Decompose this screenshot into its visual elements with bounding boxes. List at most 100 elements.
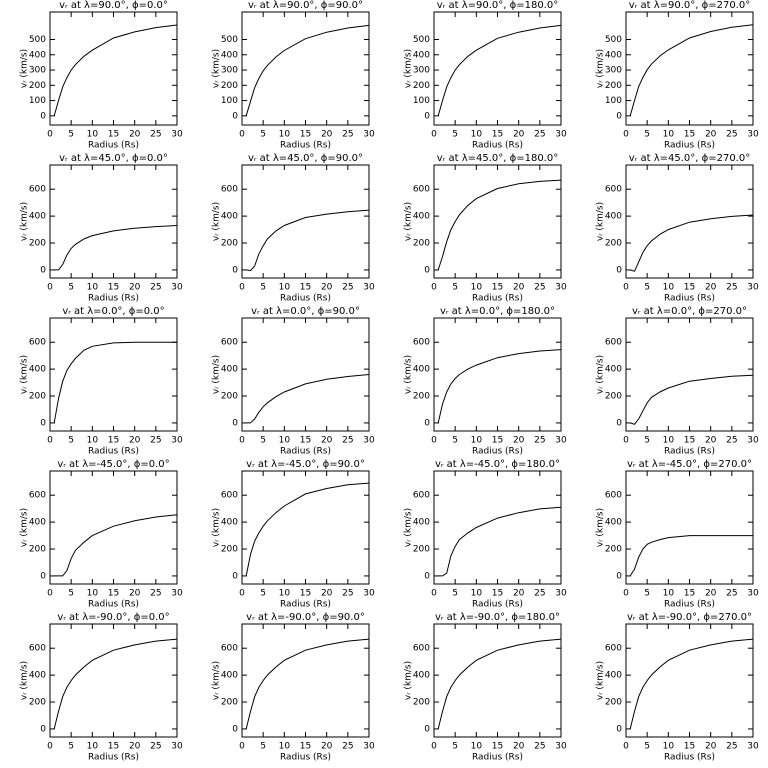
y-tick-label: 0 (616, 571, 622, 581)
x-tick-label: 10 (87, 742, 99, 752)
x-tick-label: 0 (47, 742, 53, 752)
y-tick-label: 500 (221, 35, 238, 45)
y-tick-label: 400 (29, 212, 46, 222)
x-tick-label: 25 (342, 742, 353, 752)
x-tick-label: 25 (150, 130, 161, 140)
x-tick-label: 25 (534, 130, 545, 140)
x-tick-label: 20 (321, 589, 333, 599)
x-tick-label: 15 (492, 130, 503, 140)
x-axis-label: Radius (Rs) (664, 141, 715, 151)
y-tick-label: 600 (221, 338, 238, 348)
x-axis-label: Radius (Rs) (280, 294, 331, 304)
y-tick-label: 600 (413, 338, 430, 348)
chart-title: vᵣ at λ=90.0°, ϕ=0.0° (59, 0, 168, 11)
x-axis-label: Radius (Rs) (88, 447, 139, 457)
x-tick-label: 10 (663, 436, 675, 446)
y-tick-label: 400 (221, 365, 238, 375)
x-tick-label: 25 (726, 742, 737, 752)
x-tick-label: 20 (705, 589, 717, 599)
y-tick-label: 600 (605, 185, 622, 195)
y-tick-label: 200 (413, 392, 430, 402)
y-tick-label: 0 (232, 571, 238, 581)
x-tick-label: 25 (342, 130, 353, 140)
y-tick-label: 400 (605, 365, 622, 375)
x-tick-label: 0 (623, 283, 629, 293)
x-tick-label: 20 (705, 436, 717, 446)
y-tick-label: 300 (29, 66, 46, 76)
x-tick-label: 30 (171, 742, 183, 752)
y-tick-label: 200 (221, 239, 238, 249)
x-tick-label: 20 (513, 742, 525, 752)
x-tick-label: 0 (431, 130, 437, 140)
y-tick-label: 400 (29, 50, 46, 60)
x-tick-label: 10 (87, 589, 99, 599)
x-tick-label: 20 (321, 130, 333, 140)
line (629, 638, 754, 730)
line (245, 24, 370, 116)
x-tick-label: 15 (108, 130, 119, 140)
x-tick-label: 20 (513, 283, 525, 293)
x-tick-label: 30 (171, 283, 183, 293)
y-tick-label: 400 (221, 50, 238, 60)
y-tick-label: 600 (29, 338, 46, 348)
x-tick-label: 10 (471, 283, 483, 293)
chart-title: vᵣ at λ=-45.0°, ϕ=90.0° (246, 459, 365, 470)
plot-frame (625, 317, 754, 432)
chart-title: vᵣ at λ=-45.0°, ϕ=180.0° (435, 459, 560, 470)
x-tick-label: 30 (747, 130, 759, 140)
y-axis-label: vᵣ (km/s) (20, 49, 30, 88)
y-tick-label: 0 (40, 111, 46, 121)
plot-frame (625, 470, 754, 585)
y-tick-label: 200 (413, 81, 430, 91)
x-tick-label: 30 (747, 742, 759, 752)
plot-frame (49, 164, 178, 279)
x-tick-label: 10 (471, 742, 483, 752)
y-tick-label: 0 (232, 418, 238, 428)
y-tick-label: 400 (605, 212, 622, 222)
x-tick-label: 20 (321, 283, 333, 293)
x-tick-label: 30 (171, 589, 183, 599)
x-tick-label: 30 (363, 130, 375, 140)
y-tick-label: 0 (424, 418, 430, 428)
x-tick-label: 25 (150, 283, 161, 293)
y-axis-label: vᵣ (km/s) (596, 202, 606, 241)
y-tick-label: 0 (424, 111, 430, 121)
y-tick-label: 600 (413, 644, 430, 654)
x-tick-label: 10 (279, 742, 291, 752)
y-tick-label: 600 (29, 491, 46, 501)
x-tick-label: 20 (705, 283, 717, 293)
y-tick-label: 400 (605, 50, 622, 60)
chart-title: vᵣ at λ=-90.0°, ϕ=180.0° (435, 612, 560, 623)
y-tick-label: 600 (413, 185, 430, 195)
x-tick-label: 15 (492, 589, 503, 599)
x-tick-label: 15 (684, 742, 695, 752)
y-tick-label: 200 (29, 698, 46, 708)
x-tick-label: 30 (171, 436, 183, 446)
x-tick-label: 10 (87, 130, 99, 140)
x-tick-label: 30 (555, 130, 567, 140)
y-tick-label: 0 (40, 418, 46, 428)
x-tick-label: 20 (321, 742, 333, 752)
x-tick-label: 20 (513, 589, 525, 599)
x-tick-label: 15 (108, 283, 119, 293)
x-tick-label: 25 (534, 283, 545, 293)
x-tick-label: 25 (534, 742, 545, 752)
x-tick-label: 15 (300, 283, 311, 293)
x-tick-label: 30 (747, 589, 759, 599)
y-tick-label: 400 (29, 518, 46, 528)
x-tick-label: 25 (342, 589, 353, 599)
line (54, 225, 178, 271)
line (53, 24, 178, 116)
y-axis-label: vᵣ (km/s) (212, 508, 222, 547)
x-tick-label: 5 (260, 589, 266, 599)
line (437, 349, 562, 424)
x-tick-label: 25 (150, 436, 161, 446)
x-tick-label: 25 (150, 589, 161, 599)
y-tick-label: 400 (413, 50, 430, 60)
x-tick-label: 5 (68, 283, 74, 293)
line (437, 638, 562, 730)
chart-title: vᵣ at λ=90.0°, ϕ=270.0° (629, 0, 750, 11)
x-tick-label: 5 (452, 283, 458, 293)
x-tick-label: 20 (129, 130, 141, 140)
x-tick-label: 20 (129, 436, 141, 446)
